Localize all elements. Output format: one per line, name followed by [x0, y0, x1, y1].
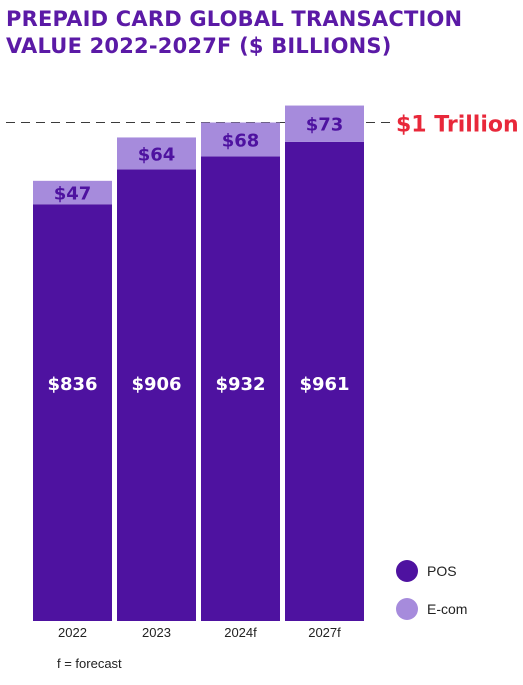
data-label-pos-2023: $906 — [131, 374, 181, 395]
data-label-pos-2024f: $932 — [215, 374, 265, 395]
footnote: f = forecast — [57, 656, 122, 671]
bar-ecom-2022 — [33, 180, 112, 205]
x-tick-label-2024f: 2024f — [224, 625, 257, 640]
legend-label-ecom: E-com — [427, 601, 468, 617]
legend-swatch-pos — [396, 560, 418, 582]
data-label-ecom-2022: $47 — [54, 184, 92, 205]
bar-pos-2023 — [117, 169, 196, 621]
bar-ecom-2023 — [117, 137, 196, 170]
chart-title-line-1: PREPAID CARD GLOBAL TRANSACTION — [6, 7, 463, 31]
chart-title-line-2: VALUE 2022-2027F ($ BILLIONS) — [6, 34, 392, 58]
chart-title: PREPAID CARD GLOBAL TRANSACTION VALUE 20… — [6, 6, 506, 60]
x-tick-label-2023: 2023 — [142, 625, 171, 640]
legend-swatch-ecom — [396, 598, 418, 620]
x-tick-label-2022: 2022 — [58, 625, 87, 640]
data-label-pos-2027f: $961 — [299, 374, 349, 395]
legend-label-pos: POS — [427, 563, 457, 579]
legend-item-ecom: E-com — [396, 598, 516, 622]
data-label-ecom-2024f: $68 — [222, 130, 260, 151]
legend-item-pos: POS — [396, 560, 516, 584]
bar-ecom-2027f — [285, 105, 364, 142]
bar-pos-2024f — [201, 156, 280, 621]
bar-ecom-2024f — [201, 122, 280, 157]
data-label-pos-2022: $836 — [47, 374, 97, 395]
bar-pos-2022 — [33, 204, 112, 621]
x-tick-label-2027f: 2027f — [308, 625, 341, 640]
data-label-ecom-2027f: $73 — [306, 115, 344, 136]
bar-pos-2027f — [285, 141, 364, 621]
data-label-ecom-2023: $64 — [138, 144, 176, 165]
reference-label: $1 Trillion — [396, 113, 519, 138]
